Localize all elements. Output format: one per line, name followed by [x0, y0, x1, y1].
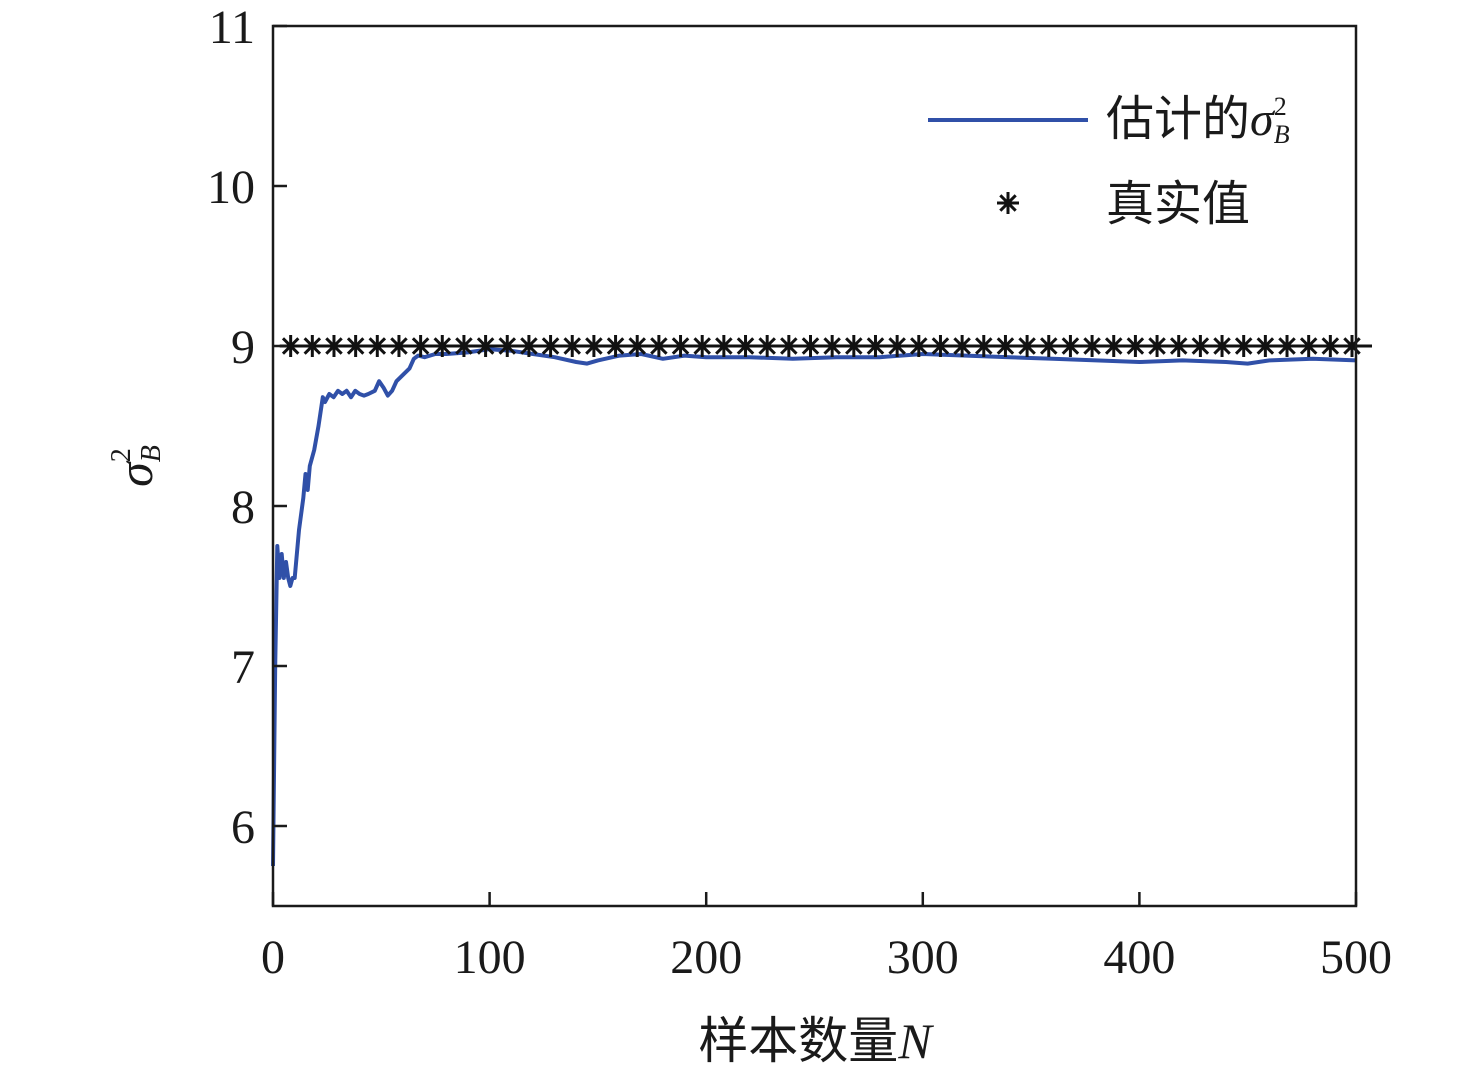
true-value-marker — [409, 335, 432, 357]
true-value-marker — [1319, 335, 1342, 357]
true-value-marker — [431, 335, 454, 357]
x-tick-label: 400 — [1103, 931, 1175, 984]
y-tick-label: 8 — [231, 481, 255, 534]
true-value-marker — [799, 335, 822, 357]
x-tick-label: 0 — [261, 931, 285, 984]
legend-label-true: 真实值 — [1106, 178, 1250, 231]
y-tick-label: 11 — [209, 1, 255, 54]
true-value-marker — [626, 335, 649, 357]
true-value-marker — [366, 335, 389, 357]
legend-label-estimated: 估计的σ2 B — [1106, 92, 1290, 149]
true-value-marker — [604, 335, 627, 357]
true-value-marker — [1276, 335, 1299, 357]
true-value-marker — [1254, 335, 1277, 357]
true-value-marker — [907, 335, 930, 357]
true-value-marker — [539, 335, 562, 357]
true-value-marker — [756, 335, 779, 357]
true-value-marker — [777, 335, 800, 357]
legend-asterisk-marker — [997, 192, 1019, 214]
true-value-marker — [1167, 335, 1190, 357]
true-value-marker — [994, 335, 1017, 357]
legend: 估计的σ2 B 真实值 — [928, 92, 1290, 231]
true-value-marker — [1081, 335, 1104, 357]
true-value-marker — [496, 335, 519, 357]
true-value-marker — [951, 335, 974, 357]
true-value-marker — [691, 335, 714, 357]
true-value-marker — [582, 335, 605, 357]
plot-layer — [271, 335, 1372, 867]
true-value-marker — [1059, 335, 1082, 357]
true-value-marker — [474, 335, 497, 357]
x-tick-label: 500 — [1320, 931, 1392, 984]
x-axis-label: 样本数量N — [698, 1013, 934, 1069]
true-value-marker — [1146, 335, 1169, 357]
true-value-marker — [344, 335, 367, 357]
true-value-marker — [864, 335, 887, 357]
true-value-marker — [387, 335, 410, 357]
axis-ticks: 0 100 200 300 400 500 6 7 8 9 10 11 — [207, 1, 1392, 984]
true-value-marker — [1341, 335, 1363, 357]
true-value-marker — [561, 335, 584, 357]
x-tick-label: 100 — [454, 931, 526, 984]
true-value-marker — [301, 335, 324, 357]
true-value-marker — [712, 335, 735, 357]
true-value-marker — [452, 335, 475, 357]
true-value-marker — [647, 335, 670, 357]
y-tick-label: 6 — [231, 801, 255, 854]
true-value-marker — [972, 335, 995, 357]
true-value-marker — [517, 335, 540, 357]
true-value-marker — [1211, 335, 1234, 357]
true-value-marker — [1016, 335, 1039, 357]
true-value-marker — [669, 335, 692, 357]
true-value-marker — [842, 335, 865, 357]
plot-frame — [271, 24, 1358, 908]
true-value-marker — [1037, 335, 1060, 357]
true-value-marker — [1124, 335, 1147, 357]
true-value-marker — [734, 335, 757, 357]
true-value-marker — [1232, 335, 1255, 357]
y-tick-label: 10 — [207, 161, 255, 214]
true-value-marker — [322, 335, 345, 357]
y-tick-label: 9 — [231, 321, 255, 374]
x-tick-label: 200 — [670, 931, 742, 984]
true-value-marker — [1102, 335, 1125, 357]
true-value-marker — [1297, 335, 1320, 357]
true-value-marker — [821, 335, 844, 357]
true-value-marker — [1189, 335, 1212, 357]
y-tick-label: 7 — [231, 641, 255, 694]
x-tick-label: 300 — [887, 931, 959, 984]
legend-asterisk — [997, 192, 1019, 214]
svg-text:σ2B: σ2B — [106, 445, 167, 487]
estimated-series-line — [271, 347, 1357, 867]
y-axis-label: σ2B — [106, 445, 167, 487]
true-value-marker — [929, 335, 952, 357]
true-value-marker — [886, 335, 909, 357]
